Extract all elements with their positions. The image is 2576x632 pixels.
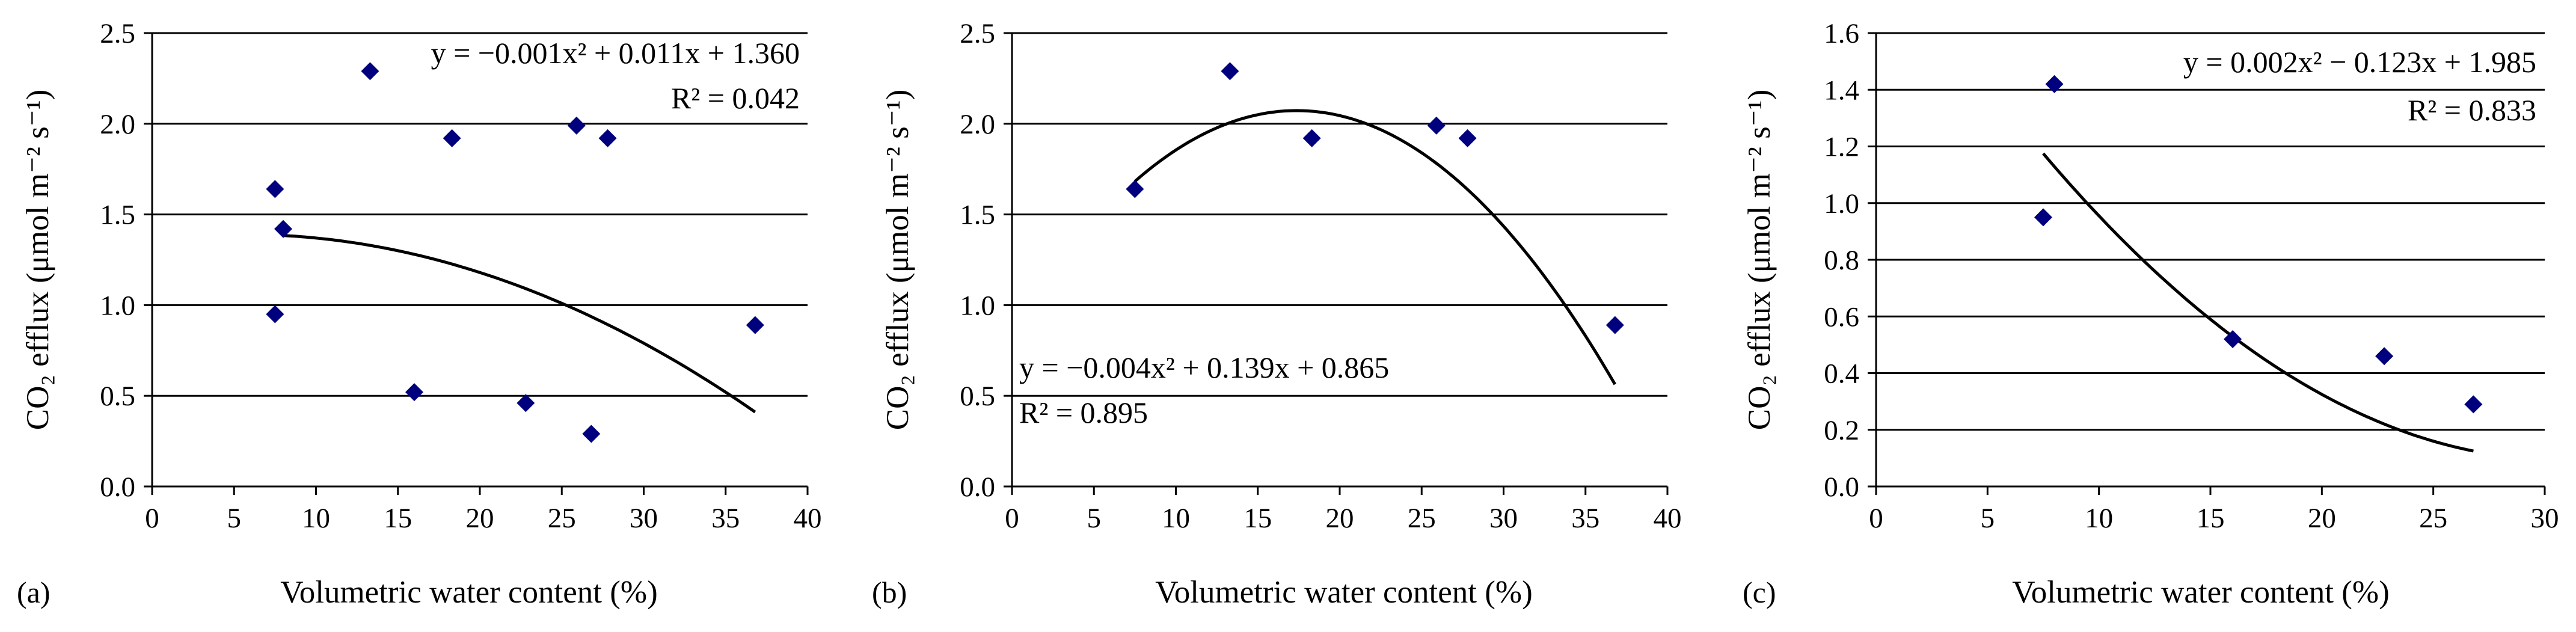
y-tick-label: 1.5 — [100, 200, 135, 231]
data-point — [361, 62, 379, 81]
y-tick-label: 2.0 — [960, 109, 995, 140]
x-axis-title: Volumetric water content (%) — [2012, 575, 2389, 610]
y-tick-label: 0.6 — [1824, 301, 1859, 333]
x-tick-label: 15 — [1244, 503, 1272, 534]
data-point — [1126, 180, 1144, 198]
trend-equation: y = −0.001x² + 0.011x + 1.360 — [431, 36, 800, 70]
data-point — [2045, 75, 2064, 93]
y-tick-label: 1.0 — [100, 290, 135, 321]
x-tick-label: 35 — [1571, 503, 1599, 534]
data-point — [567, 116, 586, 135]
x-tick-label: 25 — [548, 503, 576, 534]
data-point — [2224, 330, 2242, 348]
x-tick-label: 5 — [1981, 503, 1995, 534]
y-tick-label: 1.2 — [1824, 132, 1859, 163]
y-axis-title: CO₂ efflux (μmol m⁻² s⁻¹) — [880, 90, 915, 430]
data-point — [517, 394, 535, 413]
x-tick-label: 10 — [2085, 503, 2113, 534]
x-tick-label: 10 — [1162, 503, 1190, 534]
x-tick-label: 0 — [1005, 503, 1019, 534]
r-squared: R² = 0.895 — [1019, 396, 1148, 429]
x-tick-label: 0 — [145, 503, 159, 534]
x-tick-label: 30 — [630, 503, 658, 534]
x-tick-label: 5 — [227, 503, 242, 534]
data-point — [598, 129, 617, 147]
y-tick-label: 1.5 — [960, 200, 995, 231]
y-tick-label: 0.0 — [1824, 471, 1859, 503]
data-point — [443, 129, 461, 147]
trendline — [1133, 109, 1616, 385]
y-tick-label: 0.5 — [100, 381, 135, 412]
x-tick-label: 40 — [794, 503, 822, 534]
trend-equation: y = 0.002x² − 0.123x + 1.985 — [2183, 45, 2536, 79]
data-point — [2464, 395, 2483, 414]
x-tick-label: 35 — [711, 503, 740, 534]
y-tick-label: 1.0 — [960, 290, 995, 321]
y-tick-label: 0.8 — [1824, 245, 1859, 276]
y-tick-label: 0.2 — [1824, 415, 1859, 446]
x-tick-label: 20 — [1326, 503, 1354, 534]
trendline — [2042, 152, 2474, 453]
x-axis-title: Volumetric water content (%) — [280, 575, 657, 610]
y-tick-label: 1.6 — [1824, 18, 1859, 49]
r-squared: R² = 0.833 — [2408, 93, 2536, 127]
panel-label: (c) — [1743, 575, 1776, 609]
y-tick-label: 2.5 — [960, 18, 995, 49]
data-point — [1605, 316, 1624, 334]
y-axis-title: CO₂ efflux (μmol m⁻² s⁻¹) — [1742, 90, 1777, 430]
chart-panel-a: 0.0 0.5 1.0 1.5 2.0 2.5 0 5 10 15 20 25 30 35 40 Volume… — [17, 18, 822, 610]
r-squared: R² = 0.042 — [671, 81, 800, 115]
x-tick-label: 20 — [2308, 503, 2336, 534]
data-point — [1458, 129, 1477, 147]
x-tick-label: 15 — [384, 503, 412, 534]
x-tick-label: 5 — [1087, 503, 1102, 534]
x-tick-label: 25 — [1408, 503, 1436, 534]
y-tick-label: 2.5 — [100, 18, 135, 49]
x-tick-label: 20 — [466, 503, 494, 534]
y-tick-label: 1.0 — [1824, 188, 1859, 219]
y-tick-label: 0.0 — [960, 471, 995, 503]
panel-label: (b) — [872, 575, 907, 609]
x-tick-label: 30 — [1489, 503, 1518, 534]
y-tick-label: 0.5 — [960, 381, 995, 412]
x-tick-label: 15 — [2197, 503, 2225, 534]
data-point — [582, 425, 601, 443]
x-tick-label: 40 — [1654, 503, 1682, 534]
y-tick-label: 1.4 — [1824, 75, 1859, 106]
x-tick-label: 30 — [2531, 503, 2559, 534]
data-point — [2034, 208, 2052, 227]
x-tick-label: 10 — [302, 503, 330, 534]
data-point — [1427, 116, 1446, 135]
chart-panel-b: 0.0 0.5 1.0 1.5 2.0 2.5 0 5 10 15 20 25 30 35 40 Volume… — [872, 18, 1682, 610]
data-point — [1221, 62, 1239, 81]
trendline — [283, 234, 756, 414]
data-point — [266, 180, 284, 198]
data-point — [2375, 347, 2394, 366]
data-point — [1302, 129, 1321, 147]
y-tick-label: 2.0 — [100, 109, 135, 140]
x-axis-title: Volumetric water content (%) — [1155, 575, 1532, 610]
data-point — [266, 305, 284, 324]
x-tick-label: 25 — [2419, 503, 2447, 534]
chart-panel-c: 0.0 0.2 0.4 0.6 0.8 1.0 1.2 1.4 1.6 0 5 10 15 20 25 30 V… — [1742, 18, 2559, 610]
y-axis-title: CO₂ efflux (μmol m⁻² s⁻¹) — [20, 90, 55, 430]
y-tick-label: 0.4 — [1824, 358, 1859, 390]
trend-equation: y = −0.004x² + 0.139x + 0.865 — [1019, 351, 1389, 384]
data-point — [274, 219, 292, 238]
data-point — [746, 316, 764, 334]
data-point — [405, 383, 423, 402]
x-tick-label: 0 — [1869, 503, 1883, 534]
panel-label: (a) — [17, 575, 51, 609]
y-tick-label: 0.0 — [100, 471, 135, 503]
